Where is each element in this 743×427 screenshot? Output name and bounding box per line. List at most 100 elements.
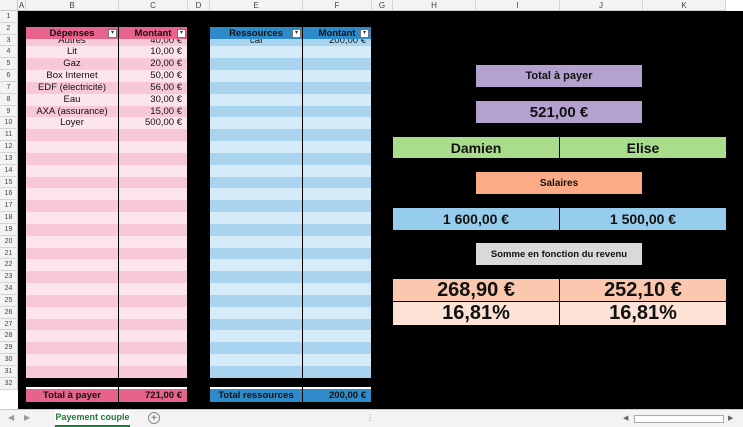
resource-amount-cell[interactable] bbox=[303, 235, 371, 248]
expense-label-cell[interactable] bbox=[26, 294, 118, 307]
expense-amount-cell[interactable] bbox=[119, 259, 187, 272]
resource-amount-cell[interactable] bbox=[303, 212, 371, 224]
column-header-i[interactable]: I bbox=[476, 0, 560, 11]
expense-amount-cell[interactable] bbox=[119, 235, 187, 248]
expense-amount-cell[interactable] bbox=[119, 283, 187, 295]
row-header-10[interactable]: 10 bbox=[0, 117, 18, 130]
resource-label-cell[interactable] bbox=[210, 188, 302, 201]
tab-scroll-right-icon[interactable]: ▶ bbox=[24, 413, 31, 422]
resource-amount-cell[interactable] bbox=[303, 294, 371, 307]
total-to-pay-label-cell[interactable]: Total à payer bbox=[476, 65, 642, 87]
expenses-total-amount[interactable]: 721,00 € bbox=[119, 387, 187, 402]
resource-label-cell[interactable] bbox=[210, 141, 302, 153]
expense-amount-cell[interactable] bbox=[119, 129, 187, 142]
resource-amount-cell[interactable]: 200,00 € bbox=[303, 34, 371, 47]
expenses-filter-dropdown-icon[interactable]: ▾ bbox=[108, 29, 117, 38]
resource-label-cell[interactable] bbox=[210, 129, 302, 142]
expense-label-cell[interactable]: Box Internet bbox=[26, 70, 118, 82]
expense-label-cell[interactable] bbox=[26, 283, 118, 295]
resources-amount-filter-dropdown-icon[interactable]: ▾ bbox=[360, 29, 369, 38]
resource-amount-cell[interactable] bbox=[303, 164, 371, 177]
resource-amount-cell[interactable] bbox=[303, 93, 371, 106]
expense-label-cell[interactable] bbox=[26, 129, 118, 142]
expense-amount-cell[interactable]: 15,00 € bbox=[119, 105, 187, 118]
expense-amount-cell[interactable] bbox=[119, 223, 187, 236]
resource-label-cell[interactable] bbox=[210, 283, 302, 295]
person1-name-cell[interactable]: Damien bbox=[393, 137, 559, 158]
resource-label-cell[interactable] bbox=[210, 93, 302, 106]
select-all-corner[interactable] bbox=[0, 0, 18, 11]
expense-amount-cell[interactable] bbox=[119, 141, 187, 153]
row-header-23[interactable]: 23 bbox=[0, 271, 18, 284]
resource-label-cell[interactable] bbox=[210, 176, 302, 189]
column-header-k[interactable]: K bbox=[643, 0, 726, 11]
resource-label-cell[interactable] bbox=[210, 365, 302, 378]
expense-amount-cell[interactable]: 10,00 € bbox=[119, 46, 187, 59]
row-header-8[interactable]: 8 bbox=[0, 93, 18, 106]
expense-amount-cell[interactable]: 50,00 € bbox=[119, 70, 187, 82]
row-header-9[interactable]: 9 bbox=[0, 105, 18, 118]
row-header-32[interactable]: 32 bbox=[0, 377, 18, 390]
resource-amount-cell[interactable] bbox=[303, 330, 371, 343]
resource-amount-cell[interactable] bbox=[303, 176, 371, 189]
resource-label-cell[interactable] bbox=[210, 354, 302, 366]
expense-label-cell[interactable] bbox=[26, 271, 118, 284]
salary1-cell[interactable]: 1 600,00 € bbox=[393, 208, 559, 230]
expense-amount-cell[interactable] bbox=[119, 247, 187, 260]
resource-label-cell[interactable] bbox=[210, 223, 302, 236]
column-header-g[interactable]: G bbox=[372, 0, 393, 11]
resource-amount-cell[interactable] bbox=[303, 117, 371, 130]
resource-amount-cell[interactable] bbox=[303, 105, 371, 118]
expenses-total-label[interactable]: Total à payer bbox=[26, 387, 118, 402]
resource-label-cell[interactable] bbox=[210, 200, 302, 213]
row-header-5[interactable]: 5 bbox=[0, 58, 18, 71]
column-header-b[interactable]: B bbox=[26, 0, 119, 11]
row-header-31[interactable]: 31 bbox=[0, 365, 18, 378]
share-label-cell[interactable]: Somme en fonction du revenu bbox=[476, 243, 642, 265]
resources-filter-dropdown-icon[interactable]: ▾ bbox=[292, 29, 301, 38]
row-header-14[interactable]: 14 bbox=[0, 164, 18, 177]
row-header-13[interactable]: 13 bbox=[0, 152, 18, 165]
row-header-25[interactable]: 25 bbox=[0, 294, 18, 307]
row-header-6[interactable]: 6 bbox=[0, 70, 18, 82]
resource-label-cell[interactable]: caf bbox=[210, 34, 302, 47]
row-header-12[interactable]: 12 bbox=[0, 141, 18, 153]
sheet-tab-payement-couple[interactable]: Payement couple bbox=[55, 410, 130, 427]
resource-label-cell[interactable] bbox=[210, 342, 302, 355]
expense-label-cell[interactable] bbox=[26, 354, 118, 366]
resource-amount-cell[interactable] bbox=[303, 200, 371, 213]
expense-amount-cell[interactable] bbox=[119, 318, 187, 331]
resource-label-cell[interactable] bbox=[210, 318, 302, 331]
expense-amount-cell[interactable] bbox=[119, 212, 187, 224]
expense-label-cell[interactable] bbox=[26, 188, 118, 201]
resource-amount-cell[interactable] bbox=[303, 70, 371, 82]
percent2-cell[interactable]: 16,81% bbox=[560, 302, 726, 325]
column-header-e[interactable]: E bbox=[210, 0, 303, 11]
horizontal-scroll-right-icon[interactable]: ▶ bbox=[728, 415, 734, 422]
resource-label-cell[interactable] bbox=[210, 247, 302, 260]
resource-amount-cell[interactable] bbox=[303, 223, 371, 236]
resource-amount-cell[interactable] bbox=[303, 247, 371, 260]
row-header-29[interactable]: 29 bbox=[0, 342, 18, 355]
resource-amount-cell[interactable] bbox=[303, 81, 371, 94]
expense-amount-cell[interactable]: 56,00 € bbox=[119, 81, 187, 94]
expense-label-cell[interactable]: Lit bbox=[26, 46, 118, 59]
resource-amount-cell[interactable] bbox=[303, 342, 371, 355]
resource-label-cell[interactable] bbox=[210, 58, 302, 71]
expense-label-cell[interactable]: Gaz bbox=[26, 58, 118, 71]
expense-label-cell[interactable] bbox=[26, 141, 118, 153]
expense-amount-cell[interactable] bbox=[119, 365, 187, 378]
resource-amount-cell[interactable] bbox=[303, 271, 371, 284]
resource-label-cell[interactable] bbox=[210, 70, 302, 82]
percent1-cell[interactable]: 16,81% bbox=[393, 302, 559, 325]
share2-cell[interactable]: 252,10 € bbox=[560, 279, 726, 301]
row-header-4[interactable]: 4 bbox=[0, 46, 18, 59]
row-header-18[interactable]: 18 bbox=[0, 212, 18, 224]
resource-amount-cell[interactable] bbox=[303, 141, 371, 153]
expense-amount-cell[interactable] bbox=[119, 188, 187, 201]
amount-filter-dropdown-icon[interactable]: ▾ bbox=[177, 29, 186, 38]
expense-amount-cell[interactable]: 20,00 € bbox=[119, 58, 187, 71]
expense-label-cell[interactable] bbox=[26, 365, 118, 378]
resource-label-cell[interactable] bbox=[210, 330, 302, 343]
expense-amount-cell[interactable] bbox=[119, 294, 187, 307]
